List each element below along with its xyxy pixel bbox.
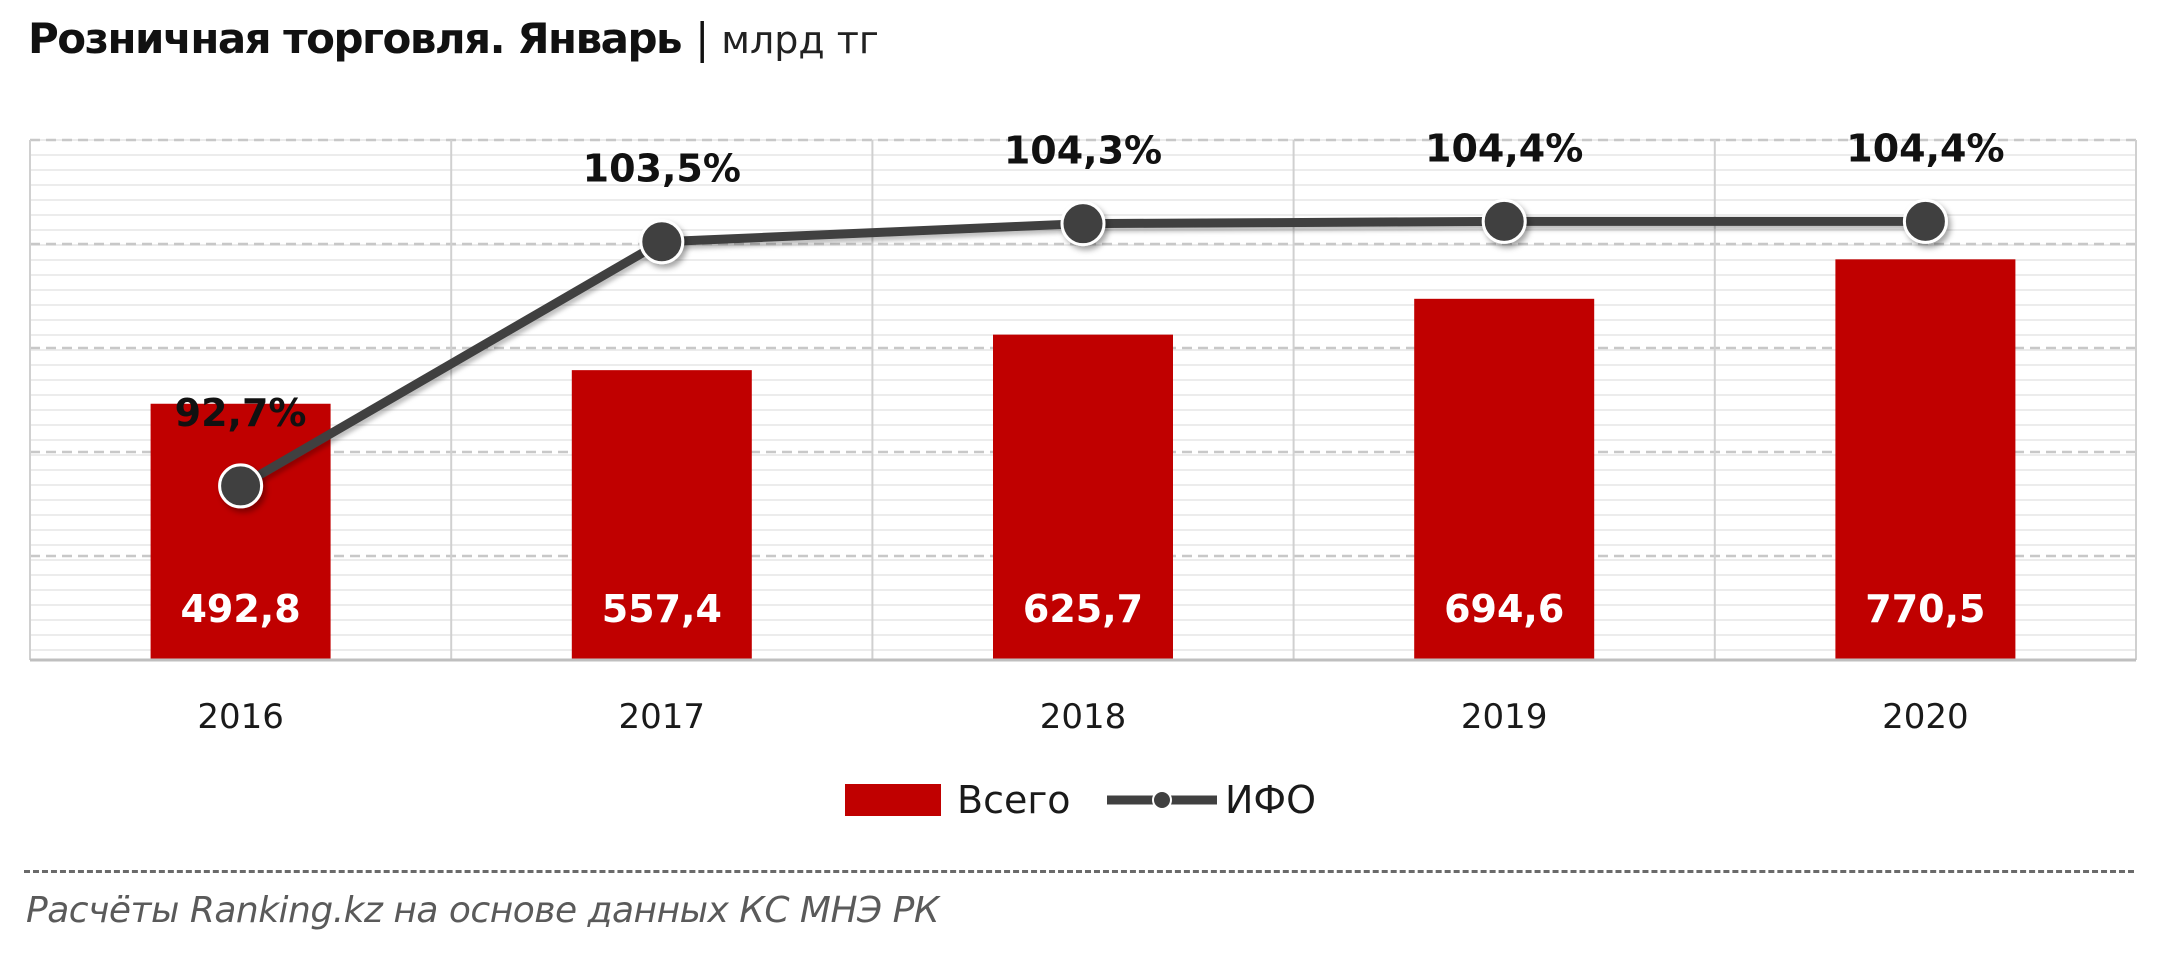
legend: Всего ИФО: [845, 778, 1316, 822]
ifo-point-2019: [1481, 198, 1527, 244]
ifo-point-2020: [1902, 198, 1948, 244]
legend-swatch-bars: [845, 784, 941, 816]
ifo-value-label: 92,7%: [175, 391, 307, 435]
ifo-point-2016: [218, 463, 264, 509]
title-separator: |: [695, 14, 710, 63]
x-tick-label: 2018: [1040, 697, 1127, 737]
bar-2018: [993, 334, 1173, 660]
gridlines: [29, 138, 2137, 660]
bar-2017: [571, 370, 752, 660]
x-tick-label: 2020: [1882, 697, 1969, 737]
chart-title-row: Розничная торговля. Январь | млрд тг: [28, 14, 879, 74]
bar-2019: [1414, 298, 1595, 660]
legend-swatch-marker: [1152, 790, 1172, 810]
bar-value-label: 770,5: [1865, 587, 1985, 631]
bar-series: [150, 259, 2016, 660]
source-note: Расчёты Ranking.kz на основе данных КС М…: [26, 890, 939, 931]
bar-value-label: 492,8: [180, 587, 300, 631]
bar-value-label: 557,4: [602, 587, 722, 631]
ifo-value-label: 104,4%: [1846, 126, 2004, 170]
data-labels: 492,8 557,4 625,7 694,6 770,5 92,7% 103,5% 104,…: [175, 126, 2005, 631]
bar-2020: [1835, 259, 2016, 660]
combo-chart: 492,8 557,4 625,7 694,6 770,5 92,7% 103,5% 104,…: [29, 126, 2137, 822]
x-axis: 2016 2017 2018 2019 2020: [30, 658, 2136, 737]
legend-label-bars: Всего: [957, 778, 1071, 822]
ifo-point-2017: [639, 219, 685, 265]
x-tick-label: 2019: [1461, 697, 1548, 737]
legend-label-line: ИФО: [1225, 778, 1316, 822]
footer-divider: [24, 870, 2134, 873]
ifo-value-label: 104,4%: [1425, 126, 1583, 170]
bar-value-label: 625,7: [1023, 587, 1143, 631]
ifo-value-label: 104,3%: [1004, 129, 1162, 173]
chart-title: Розничная торговля. Январь: [28, 14, 683, 63]
bar-value-label: 694,6: [1444, 587, 1564, 631]
chart-unit: млрд тг: [721, 18, 879, 62]
line-series: [218, 198, 1948, 509]
x-tick-label: 2016: [197, 697, 284, 737]
ifo-point-2018: [1060, 201, 1106, 247]
x-tick-label: 2017: [619, 697, 706, 737]
ifo-value-label: 103,5%: [583, 147, 741, 191]
